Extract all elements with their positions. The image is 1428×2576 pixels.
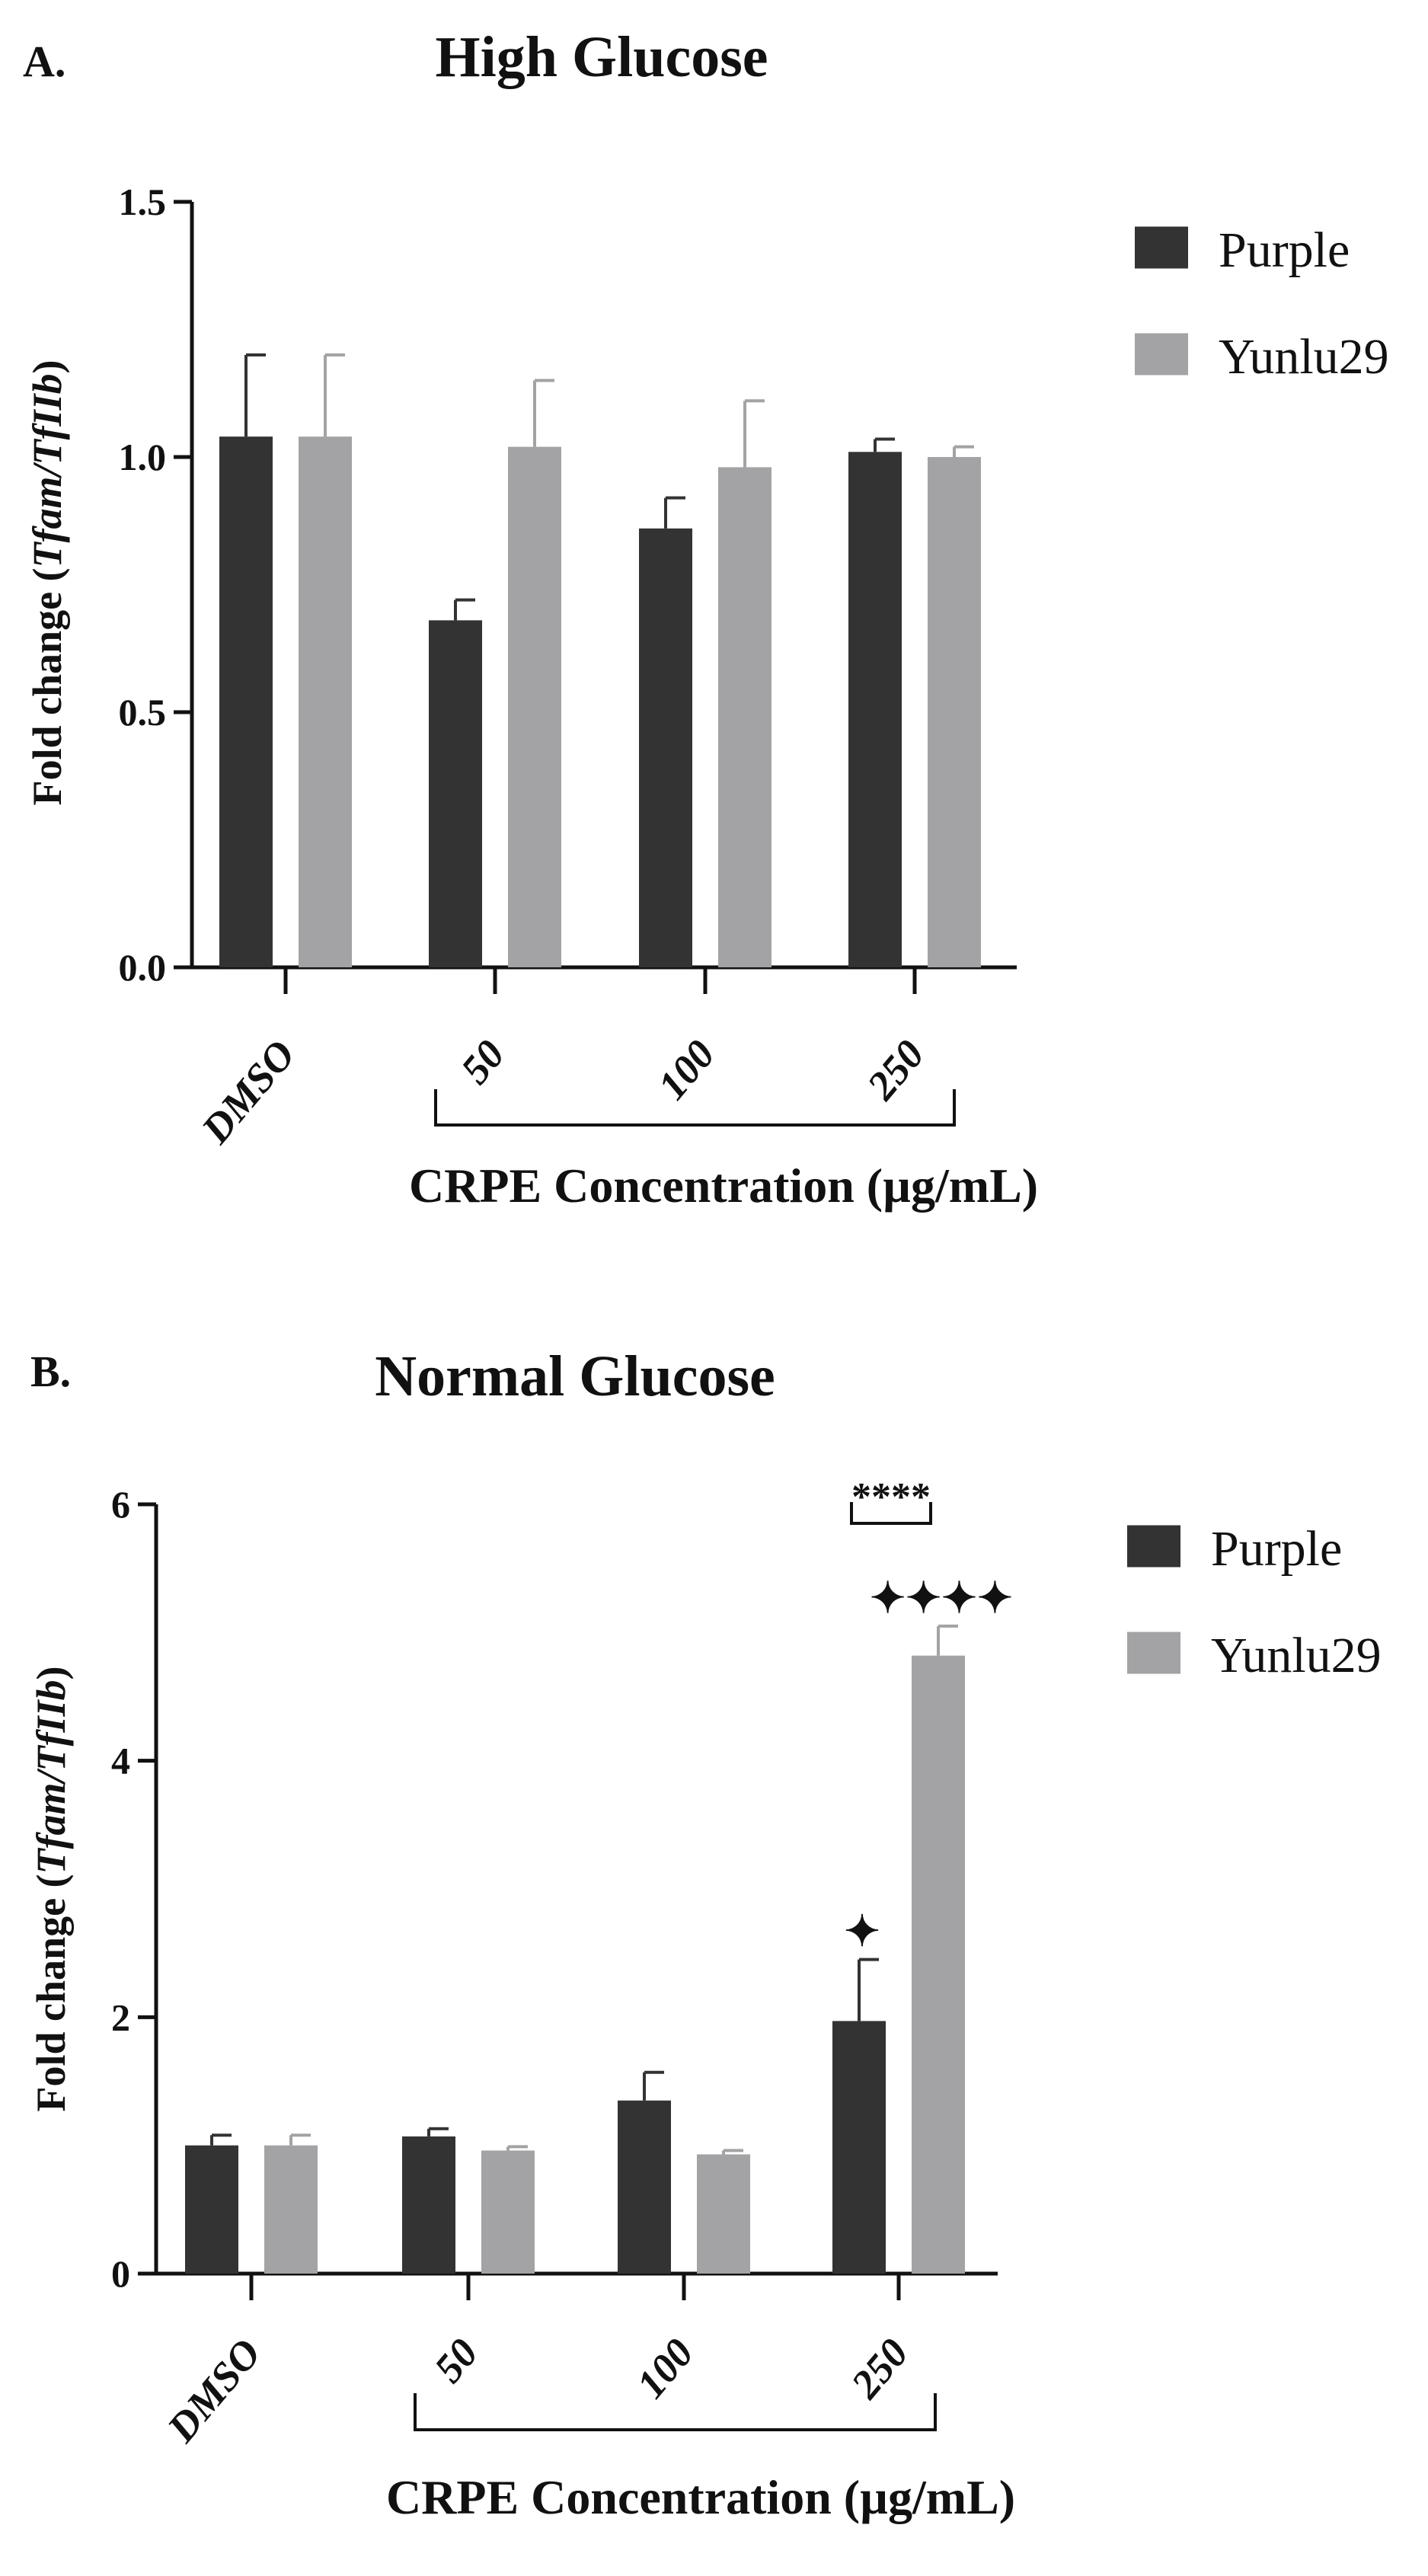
chart-b-bar-purple-3 [832, 2021, 886, 2274]
panel-b: B. Normal Glucose Fold change (Tfam/TfIIb)… [28, 1344, 1382, 2524]
chart-b-bar-purple-2 [618, 2100, 671, 2274]
chart-a-xlabel: CRPE Concentration (µg/mL) [409, 1159, 1038, 1213]
chart-b-x-tick-label: 250 [842, 2330, 918, 2407]
chart-b-y-tick-label: 6 [111, 1483, 130, 1526]
chart-b-x-tick-label: 100 [628, 2330, 702, 2407]
chart-a-concentration-bracket [434, 1089, 956, 1127]
chart-b-legend-swatch-yunlu29 [1127, 1632, 1180, 1674]
chart-b-x-tick-label: 50 [426, 2330, 487, 2391]
chart-a-y-tick-label: 0.0 [119, 946, 167, 989]
chart-b-concentration-bracket [414, 2393, 937, 2431]
chart-a-bar-yunlu29-1 [508, 446, 561, 967]
chart-b-legend-swatch-purple [1127, 1525, 1180, 1568]
chart-a-bar-yunlu29-2 [718, 467, 772, 967]
chart-b-significance-bracket [850, 1502, 932, 1525]
chart-a-panel-label: A. [23, 37, 65, 86]
chart-a-bar-purple-1 [429, 620, 482, 967]
chart-a-legend-label-yunlu29: Yunlu29 [1219, 329, 1389, 385]
chart-a-bar-yunlu29-3 [928, 457, 981, 967]
chart-a-legend-swatch-purple [1135, 226, 1188, 269]
chart-a-legend-swatch-yunlu29 [1135, 333, 1188, 376]
chart-b-y-tick-label: 0 [111, 2252, 130, 2295]
chart-b-title: Normal Glucose [375, 1344, 775, 1408]
chart-a-y-tick-label: 1.5 [119, 181, 167, 223]
chart-b-bar-yunlu29-2 [697, 2154, 750, 2274]
chart-b-bar-annotation: ✦ [845, 1909, 880, 1956]
chart-b-panel-label: B. [30, 1347, 71, 1396]
chart-b-y-tick-label: 4 [111, 1740, 130, 1782]
chart-a-bar-purple-3 [848, 452, 902, 967]
chart-a-bar-purple-2 [639, 528, 692, 967]
chart-b-significance-label: **** [851, 1475, 931, 1519]
chart-a-y-tick-label: 0.5 [119, 691, 167, 733]
chart-b-legend-label-purple: Purple [1211, 1521, 1342, 1577]
chart-b-bar-purple-0 [185, 2145, 238, 2274]
chart-a-title: High Glucose [435, 25, 768, 89]
chart-b-bar-purple-1 [402, 2136, 455, 2274]
chart-b-legend-label-yunlu29: Yunlu29 [1211, 1628, 1382, 1683]
chart-a-legend-label-purple: Purple [1219, 222, 1350, 278]
chart-b-y-tick-label: 2 [111, 1996, 130, 2038]
chart-a-ylabel: Fold change (Tfam/TfIIb) [24, 360, 70, 806]
chart-b-bar-annotation: ✦✦✦✦ [870, 1575, 1013, 1622]
chart-b-bar-yunlu29-1 [481, 2150, 535, 2274]
chart-a-x-tick-label: 50 [452, 1031, 514, 1092]
chart-a-x-tick-label: 250 [858, 1031, 934, 1108]
panel-a: A. High Glucose Fold change (Tfam/TfIIb) 0.… [23, 25, 1389, 1213]
chart-b-x-tick-label: DMSO [158, 2330, 270, 2451]
chart-b-xlabel: CRPE Concentration (µg/mL) [386, 2470, 1015, 2524]
chart-a-bar-yunlu29-0 [299, 436, 352, 967]
chart-b-bar-yunlu29-3 [912, 1655, 965, 2274]
chart-b-bar-yunlu29-0 [264, 2145, 318, 2274]
chart-b-ylabel: Fold change (Tfam/TfIIb) [28, 1667, 74, 2112]
chart-a-x-tick-label: DMSO [192, 1031, 304, 1152]
chart-a-y-tick-label: 1.0 [119, 436, 167, 478]
chart-a-x-tick-label: 100 [649, 1031, 724, 1108]
chart-a-bar-purple-0 [219, 436, 273, 967]
